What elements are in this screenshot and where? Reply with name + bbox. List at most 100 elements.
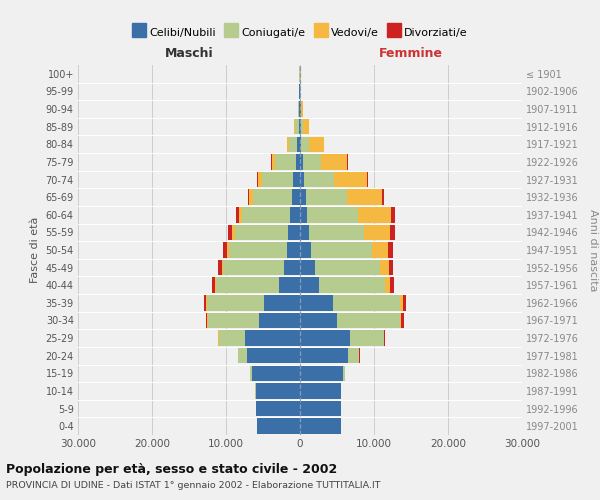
Bar [229,242,287,258]
Bar [309,224,364,240]
Bar [300,207,307,222]
Bar [206,312,207,328]
Bar [252,366,300,381]
Bar [206,295,207,310]
Bar [372,242,388,258]
Bar [290,207,300,222]
Bar [227,242,229,258]
Bar [301,119,304,134]
Bar [306,190,347,205]
Bar [287,136,289,152]
Bar [207,295,265,310]
Bar [400,295,403,310]
Bar [215,278,217,293]
Text: Maschi: Maschi [164,46,214,60]
Bar [300,172,304,188]
Bar [272,154,275,170]
Bar [239,207,242,222]
Bar [249,190,253,205]
Bar [300,401,341,416]
Bar [212,278,215,293]
Bar [311,242,372,258]
Bar [319,278,385,293]
Legend: Celibi/Nubili, Coniugati/e, Vedovi/e, Divorziati/e: Celibi/Nubili, Coniugati/e, Vedovi/e, Di… [128,22,472,42]
Bar [304,119,308,134]
Bar [253,190,292,205]
Bar [307,207,358,222]
Bar [247,348,300,364]
Bar [300,366,343,381]
Bar [385,278,390,293]
Bar [391,207,395,222]
Bar [382,190,383,205]
Bar [256,383,300,398]
Bar [256,401,300,416]
Bar [300,154,303,170]
Bar [223,242,227,258]
Text: Femmine: Femmine [379,46,443,60]
Bar [293,172,300,188]
Bar [367,172,368,188]
Text: PROVINCIA DI UDINE - Dati ISTAT 1° gennaio 2002 - Elaborazione TUTTITALIA.IT: PROVINCIA DI UDINE - Dati ISTAT 1° genna… [6,481,380,490]
Bar [248,190,249,205]
Bar [232,224,235,240]
Bar [303,154,322,170]
Bar [300,383,341,398]
Bar [315,260,380,276]
Bar [358,207,391,222]
Bar [292,190,300,205]
Bar [301,136,309,152]
Bar [380,260,389,276]
Bar [235,224,288,240]
Bar [287,242,300,258]
Bar [334,295,400,310]
Bar [348,348,359,364]
Bar [228,224,232,240]
Bar [364,224,390,240]
Y-axis label: Fasce di età: Fasce di età [30,217,40,283]
Bar [218,330,245,346]
Bar [242,207,290,222]
Bar [262,172,293,188]
Bar [300,418,341,434]
Bar [284,260,300,276]
Bar [208,312,259,328]
Bar [400,312,401,328]
Bar [300,102,301,117]
Bar [300,119,301,134]
Bar [309,136,323,152]
Bar [300,295,334,310]
Bar [259,312,300,328]
Bar [334,172,367,188]
Bar [384,330,385,346]
Bar [300,136,301,152]
Bar [300,312,337,328]
Bar [221,260,223,276]
Bar [217,278,279,293]
Bar [265,295,300,310]
Bar [304,172,334,188]
Bar [403,295,406,310]
Bar [245,330,300,346]
Bar [388,242,393,258]
Bar [257,418,300,434]
Bar [298,136,300,152]
Bar [300,190,306,205]
Bar [401,312,404,328]
Bar [223,260,284,276]
Bar [296,154,300,170]
Bar [337,312,400,328]
Bar [238,348,247,364]
Bar [257,172,258,188]
Bar [390,224,395,240]
Bar [275,154,296,170]
Bar [300,260,315,276]
Bar [300,242,311,258]
Bar [350,330,383,346]
Bar [301,102,303,117]
Bar [322,154,347,170]
Bar [390,278,394,293]
Bar [250,366,252,381]
Bar [288,224,300,240]
Bar [343,366,345,381]
